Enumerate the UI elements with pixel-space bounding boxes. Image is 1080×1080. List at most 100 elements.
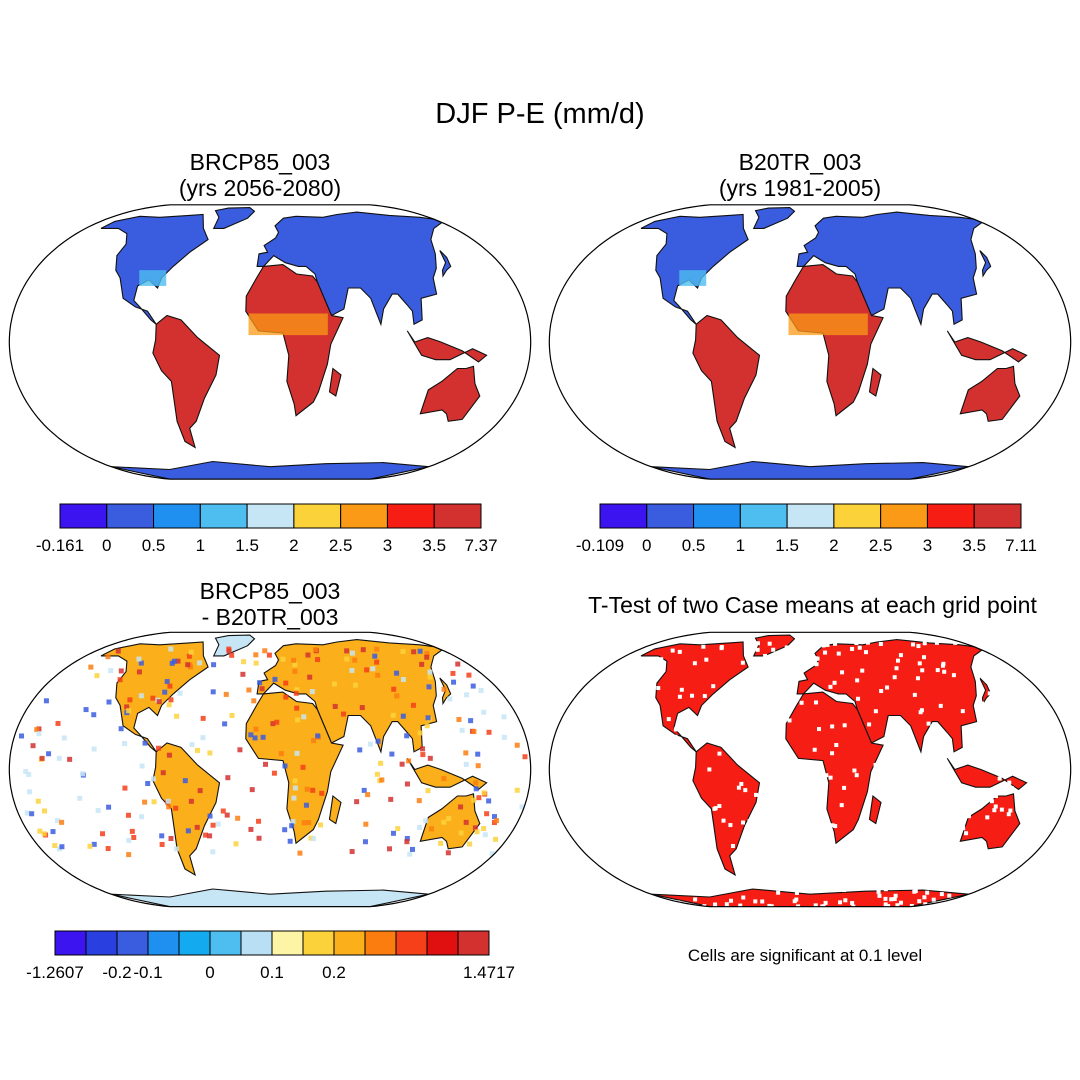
- panel-title-case1-line1: BRCP85_003: [189, 149, 331, 175]
- diff-cell: [36, 731, 42, 737]
- diff-cell: [374, 659, 380, 665]
- colorbar-box: [973, 503, 1022, 529]
- colorbar-box: [209, 930, 242, 956]
- nonsignificant-cell: [940, 663, 945, 668]
- nonsignificant-cell: [779, 880, 784, 885]
- diff-cell: [151, 799, 157, 805]
- diff-cell: [168, 836, 174, 842]
- diff-cell: [88, 664, 94, 670]
- nonsignificant-cell: [812, 747, 817, 752]
- map-case2: [548, 204, 1072, 480]
- nonsignificant-cell: [851, 904, 856, 907]
- diff-cell: [349, 849, 355, 855]
- diff-cell: [427, 755, 433, 761]
- nonsignificant-cell: [893, 893, 898, 898]
- nonsignificant-cell: [905, 861, 910, 866]
- nonsignificant-cell: [923, 829, 928, 834]
- diff-cell: [241, 659, 247, 665]
- landmass-antarctica: [651, 460, 969, 480]
- nonsignificant-cell: [961, 826, 966, 831]
- diff-cell: [100, 831, 106, 837]
- nonsignificant-cell: [938, 703, 943, 708]
- nonsignificant-cell: [567, 831, 572, 836]
- diff-cell: [410, 702, 416, 708]
- diff-cell: [150, 695, 156, 701]
- map-outline: [548, 204, 1072, 480]
- landmass-madagascar: [868, 794, 882, 825]
- diff-cell: [124, 704, 130, 710]
- nonsignificant-cell: [883, 902, 888, 907]
- nonsignificant-cell: [986, 716, 991, 721]
- nonsignificant-cell: [897, 736, 902, 741]
- nonsignificant-cell: [642, 881, 647, 886]
- diff-cell: [420, 752, 426, 758]
- diff-cell: [266, 652, 272, 658]
- diff-cell: [156, 699, 162, 705]
- diff-cell: [46, 751, 52, 757]
- diff-cell: [474, 829, 480, 835]
- nonsignificant-cell: [1054, 812, 1059, 817]
- nonsignificant-cell: [594, 765, 599, 770]
- diff-cell: [278, 751, 284, 757]
- diff-cell: [416, 798, 422, 804]
- nonsignificant-cell: [763, 798, 768, 803]
- nonsignificant-cell: [830, 823, 835, 828]
- diff-cell: [253, 660, 259, 666]
- diff-cell: [458, 830, 464, 836]
- nonsignificant-cell: [753, 656, 758, 661]
- diff-cell: [139, 763, 145, 769]
- nonsignificant-cell: [792, 654, 797, 659]
- nonsignificant-cell: [682, 823, 687, 828]
- diff-cell: [400, 676, 406, 682]
- landmass-japan: [979, 677, 992, 706]
- colorbar-tick-label: 0.5: [682, 536, 706, 555]
- nonsignificant-cell: [738, 903, 743, 907]
- nonsignificant-cell: [755, 641, 760, 646]
- diff-cell: [105, 846, 111, 852]
- diff-cell: [456, 716, 462, 722]
- diff-cell: [282, 827, 288, 833]
- diff-cell: [473, 786, 479, 792]
- nonsignificant-cell: [770, 835, 775, 840]
- colorbar-tick-label: 7.37: [464, 536, 497, 555]
- nonsignificant-cell: [937, 803, 942, 808]
- landmass-madagascar: [868, 367, 882, 397]
- nonsignificant-cell: [760, 899, 765, 904]
- nonsignificant-cell: [824, 856, 829, 861]
- diff-cell: [94, 673, 100, 679]
- diff-cell: [77, 795, 83, 801]
- nonsignificant-cell: [966, 814, 971, 819]
- diff-cell: [463, 750, 469, 756]
- panel-title-ttest-line1: T-Test of two Case means at each grid po…: [588, 592, 1037, 618]
- nonsignificant-cell: [794, 891, 799, 896]
- diff-cell: [166, 804, 172, 810]
- nonsignificant-cell: [835, 866, 840, 871]
- nonsignificant-cell: [670, 648, 675, 653]
- diff-cell: [200, 735, 206, 741]
- diff-cell: [229, 652, 235, 658]
- nonsignificant-cell: [595, 676, 600, 681]
- nonsignificant-cell: [908, 832, 913, 837]
- diff-cell: [344, 656, 350, 662]
- nonsignificant-cell: [1044, 722, 1049, 727]
- colorbar-box: [426, 930, 459, 956]
- colorbar-box: [302, 930, 335, 956]
- nonsignificant-cell: [687, 881, 692, 886]
- diff-cell: [417, 648, 423, 654]
- nonsignificant-cell: [581, 826, 586, 831]
- diff-cell: [311, 738, 317, 744]
- significance-note: Cells are significant at 0.1 level: [687, 946, 923, 965]
- diff-cell: [83, 707, 89, 713]
- nonsignificant-cell: [769, 904, 774, 907]
- diff-cell: [122, 785, 128, 791]
- diff-cell: [399, 761, 405, 767]
- diff-cell: [95, 808, 101, 814]
- nonsignificant-cell: [927, 754, 932, 759]
- landmass-north-america: [640, 213, 749, 325]
- nonsignificant-cell: [591, 858, 596, 863]
- nonsignificant-cell: [603, 783, 608, 788]
- nonsignificant-cell: [974, 659, 979, 664]
- diff-cell: [427, 674, 433, 680]
- nonsignificant-cell: [697, 877, 702, 882]
- nonsignificant-cell: [947, 893, 952, 898]
